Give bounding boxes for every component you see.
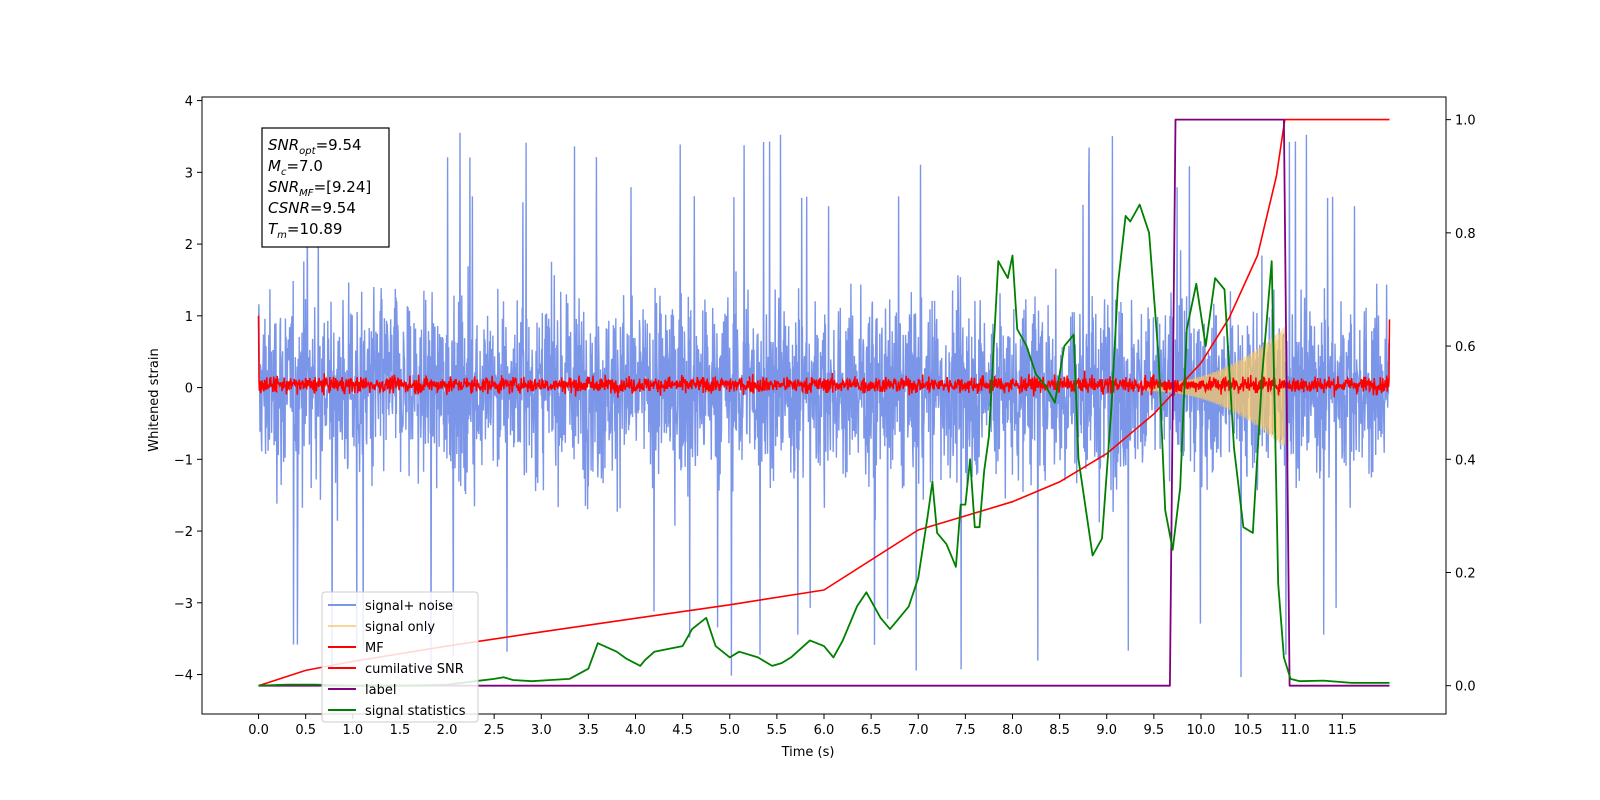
x-tick-label: 7.5 — [955, 723, 976, 738]
x-tick-label: 9.5 — [1144, 723, 1165, 738]
y2-tick-label: 1.0 — [1455, 114, 1476, 129]
right-y-axis: 1.0 0.8 0.6 0.4 0.2 0.0 — [1446, 114, 1476, 695]
y-tick-label: −4 — [174, 669, 193, 684]
series-signal-only — [1143, 326, 1286, 446]
x-tick-label: 10.5 — [1234, 723, 1263, 738]
x-tick-label: 2.0 — [437, 723, 458, 738]
x-tick-label: 3.0 — [531, 723, 552, 738]
x-tick-label: 5.0 — [719, 723, 740, 738]
y-tick-label: −3 — [174, 597, 193, 612]
x-tick-label: 2.5 — [484, 723, 505, 738]
x-tick-label: 1.0 — [342, 723, 363, 738]
series-signal-statistics — [258, 203, 1390, 687]
annotation-value: =9.54 — [316, 136, 362, 154]
y-tick-label: 4 — [185, 95, 193, 110]
x-tick-label: 11.5 — [1328, 723, 1357, 738]
x-tick-label: 0.0 — [248, 723, 269, 738]
x-tick-label: 5.5 — [767, 723, 788, 738]
annotation-line: CSNR=9.54 — [268, 199, 356, 217]
x-tick-label: 1.5 — [390, 723, 411, 738]
annotation-subscript: opt — [299, 146, 316, 157]
annotation-name: SNR — [268, 178, 299, 196]
x-tick-label: 7.0 — [908, 723, 929, 738]
y-tick-label: 0 — [185, 382, 193, 397]
annotation-value: =10.89 — [287, 220, 343, 238]
annotation-value: =9.54 — [310, 199, 356, 217]
y-tick-label: 3 — [185, 166, 193, 181]
y-tick-label: −2 — [174, 525, 193, 540]
legend: signal+ noise signal only MF cumilative SNR… — [321, 591, 479, 723]
y2-tick-label: 0.4 — [1455, 453, 1476, 468]
annotation-subscript: c — [281, 167, 287, 178]
x-tick-label: 9.0 — [1096, 723, 1117, 738]
annotation-subscript: m — [277, 230, 287, 241]
annotation-line: SNRMF=[9.24] — [268, 178, 371, 199]
x-tick-label: 6.5 — [861, 723, 882, 738]
y2-tick-label: 0.2 — [1455, 566, 1476, 581]
x-tick-label: 4.5 — [672, 723, 693, 738]
x-axis: 0.0 0.5 1.0 1.5 2.0 2.5 3.0 3.5 4.0 4.5 5.0 5.5 6.0 6… — [248, 714, 1357, 738]
y2-tick-label: 0.6 — [1455, 340, 1476, 355]
legend-label: signal statistics — [365, 704, 466, 719]
annotation-name: SNR — [268, 136, 299, 154]
x-tick-label: 8.5 — [1049, 723, 1070, 738]
annotation-subscript: MF — [299, 188, 314, 199]
x-tick-label: 6.0 — [814, 723, 835, 738]
y-tick-label: 2 — [185, 238, 193, 253]
y-axis-label: Whitened strain — [147, 348, 162, 451]
annotation-value: =[9.24] — [314, 178, 372, 196]
left-y-axis: 4 3 2 1 0 −1 −2 −3 −4 — [174, 95, 202, 684]
annotation-name: T — [268, 220, 279, 238]
legend-frame — [321, 591, 479, 723]
x-tick-label: 10.0 — [1186, 723, 1215, 738]
annotation-box: SNRopt=9.54Mc=7.0SNRMF=[9.24]CSNR=9.54Tm… — [261, 127, 390, 248]
annotation-name: M — [268, 157, 281, 175]
annotation-line: Mc=7.0 — [268, 157, 323, 178]
y-tick-label: −1 — [174, 453, 193, 468]
y2-tick-label: 0.8 — [1455, 227, 1476, 242]
series-label — [258, 118, 1390, 687]
x-axis-label: Time (s) — [781, 745, 835, 760]
x-tick-label: 4.0 — [625, 723, 646, 738]
annotation-line: Tm=10.89 — [268, 220, 342, 241]
legend-label: MF — [365, 641, 384, 656]
annotation-value: =7.0 — [286, 157, 322, 175]
annotation-frame — [261, 127, 390, 248]
legend-label: signal only — [365, 620, 435, 635]
x-tick-label: 11.0 — [1281, 723, 1310, 738]
legend-label: signal+ noise — [365, 599, 453, 614]
y2-tick-label: 0.0 — [1455, 680, 1476, 695]
legend-label: label — [365, 683, 396, 698]
legend-label: cumilative SNR — [365, 662, 464, 677]
annotation-line: SNRopt=9.54 — [268, 136, 362, 157]
series-mf — [257, 315, 1391, 398]
y-tick-label: 1 — [185, 310, 193, 325]
x-tick-label: 3.5 — [578, 723, 599, 738]
annotation-name: CSNR — [268, 199, 310, 217]
x-tick-label: 8.0 — [1002, 723, 1023, 738]
x-tick-label: 0.5 — [295, 723, 316, 738]
